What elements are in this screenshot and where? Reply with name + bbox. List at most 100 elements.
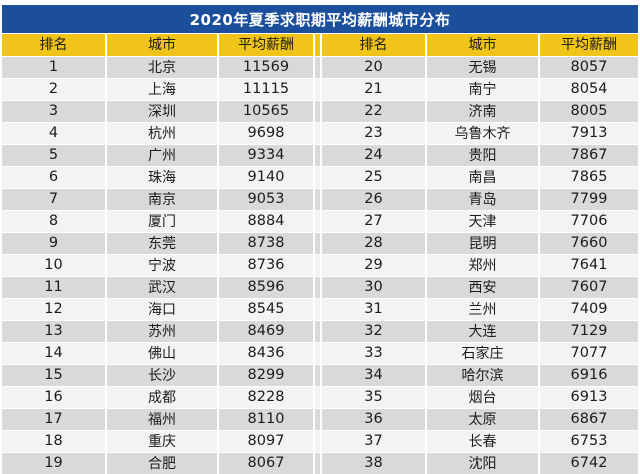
rank-cell: 24: [322, 145, 425, 166]
rank-cell: 29: [322, 255, 425, 276]
city-cell: 福州: [107, 409, 217, 430]
city-cell: 无锡: [427, 57, 538, 78]
city-cell: 深圳: [107, 101, 217, 122]
header-cell: 平均薪酬: [540, 34, 638, 56]
table-row: 1 北京 11569 20 无锡 8057: [2, 57, 638, 78]
salary-cell: 10565: [219, 101, 313, 122]
table-body: 1 北京 11569 20 无锡 8057 2 上海 11115 21 南宁 8054 3 深圳 10565…: [2, 57, 638, 474]
salary-cell: 7641: [540, 255, 638, 276]
header-cell: 城市: [427, 34, 538, 56]
middle-divider-strip: [315, 277, 320, 298]
rank-cell: 17: [2, 409, 105, 430]
city-cell: 郑州: [427, 255, 538, 276]
city-cell: 西安: [427, 277, 538, 298]
city-cell: 广州: [107, 145, 217, 166]
rank-cell: 21: [322, 79, 425, 100]
rank-cell: 12: [2, 299, 105, 320]
city-cell: 重庆: [107, 431, 217, 452]
table-row: 17 福州 8110 36 太原 6867: [2, 409, 638, 430]
table-row: 13 苏州 8469 32 大连 7129: [2, 321, 638, 342]
city-cell: 南昌: [427, 167, 538, 188]
rank-cell: 31: [322, 299, 425, 320]
city-cell: 兰州: [427, 299, 538, 320]
middle-divider-strip: [315, 189, 320, 210]
salary-cell: 8736: [219, 255, 313, 276]
middle-divider-strip: [315, 233, 320, 254]
salary-cell: 8884: [219, 211, 313, 232]
city-cell: 杭州: [107, 123, 217, 144]
middle-divider-strip: [315, 123, 320, 144]
middle-divider-strip: [315, 211, 320, 232]
city-cell: 长春: [427, 431, 538, 452]
header-cell: 平均薪酬: [219, 34, 313, 56]
middle-divider-strip: [315, 34, 320, 56]
rank-cell: 33: [322, 343, 425, 364]
rank-cell: 25: [322, 167, 425, 188]
salary-cell: 8067: [219, 453, 313, 474]
city-cell: 青岛: [427, 189, 538, 210]
rank-cell: 35: [322, 387, 425, 408]
salary-cell: 7660: [540, 233, 638, 254]
rank-cell: 30: [322, 277, 425, 298]
city-cell: 天津: [427, 211, 538, 232]
city-cell: 济南: [427, 101, 538, 122]
salary-cell: 9053: [219, 189, 313, 210]
city-cell: 贵阳: [427, 145, 538, 166]
city-cell: 上海: [107, 79, 217, 100]
rank-cell: 4: [2, 123, 105, 144]
salary-cell: 9698: [219, 123, 313, 144]
salary-cell: 7913: [540, 123, 638, 144]
rank-cell: 9: [2, 233, 105, 254]
rank-cell: 22: [322, 101, 425, 122]
rank-cell: 13: [2, 321, 105, 342]
table-row: 10 宁波 8736 29 郑州 7641: [2, 255, 638, 276]
rank-cell: 6: [2, 167, 105, 188]
rank-cell: 8: [2, 211, 105, 232]
rank-cell: 11: [2, 277, 105, 298]
salary-cell: 8097: [219, 431, 313, 452]
city-cell: 宁波: [107, 255, 217, 276]
salary-cell: 6753: [540, 431, 638, 452]
city-cell: 南宁: [427, 79, 538, 100]
salary-cell: 7409: [540, 299, 638, 320]
salary-cell: 8299: [219, 365, 313, 386]
middle-divider-strip: [315, 57, 320, 78]
salary-cell: 8436: [219, 343, 313, 364]
middle-divider-strip: [315, 101, 320, 122]
header-cell: 排名: [322, 34, 425, 56]
rank-cell: 27: [322, 211, 425, 232]
table-row: 16 成都 8228 35 烟台 6913: [2, 387, 638, 408]
salary-cell: 6867: [540, 409, 638, 430]
city-cell: 珠海: [107, 167, 217, 188]
salary-cell: 7129: [540, 321, 638, 342]
middle-divider-strip: [315, 255, 320, 276]
table-row: 14 佛山 8436 33 石家庄 7077: [2, 343, 638, 364]
city-cell: 厦门: [107, 211, 217, 232]
city-cell: 烟台: [427, 387, 538, 408]
table-row: 9 东莞 8738 28 昆明 7660: [2, 233, 638, 254]
city-cell: 武汉: [107, 277, 217, 298]
header-cell: 排名: [2, 34, 105, 56]
rank-cell: 15: [2, 365, 105, 386]
city-cell: 东莞: [107, 233, 217, 254]
rank-cell: 28: [322, 233, 425, 254]
city-cell: 海口: [107, 299, 217, 320]
middle-divider-strip: [315, 387, 320, 408]
city-cell: 北京: [107, 57, 217, 78]
salary-cell: 8228: [219, 387, 313, 408]
salary-cell: 7607: [540, 277, 638, 298]
middle-divider-strip: [315, 343, 320, 364]
city-cell: 合肥: [107, 453, 217, 474]
salary-cell: 7077: [540, 343, 638, 364]
city-cell: 成都: [107, 387, 217, 408]
rank-cell: 38: [322, 453, 425, 474]
salary-cell: 8110: [219, 409, 313, 430]
salary-cell: 11569: [219, 57, 313, 78]
header-cell: 城市: [107, 34, 217, 56]
middle-divider-strip: [315, 365, 320, 386]
city-cell: 乌鲁木齐: [427, 123, 538, 144]
city-cell: 石家庄: [427, 343, 538, 364]
rank-cell: 20: [322, 57, 425, 78]
table-row: 19 合肥 8067 38 沈阳 6742: [2, 453, 638, 474]
salary-cell: 8469: [219, 321, 313, 342]
